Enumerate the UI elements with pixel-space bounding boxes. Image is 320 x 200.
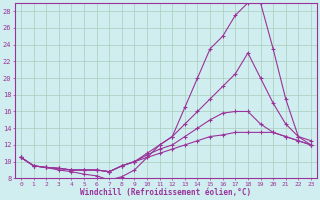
- X-axis label: Windchill (Refroidissement éolien,°C): Windchill (Refroidissement éolien,°C): [80, 188, 252, 197]
